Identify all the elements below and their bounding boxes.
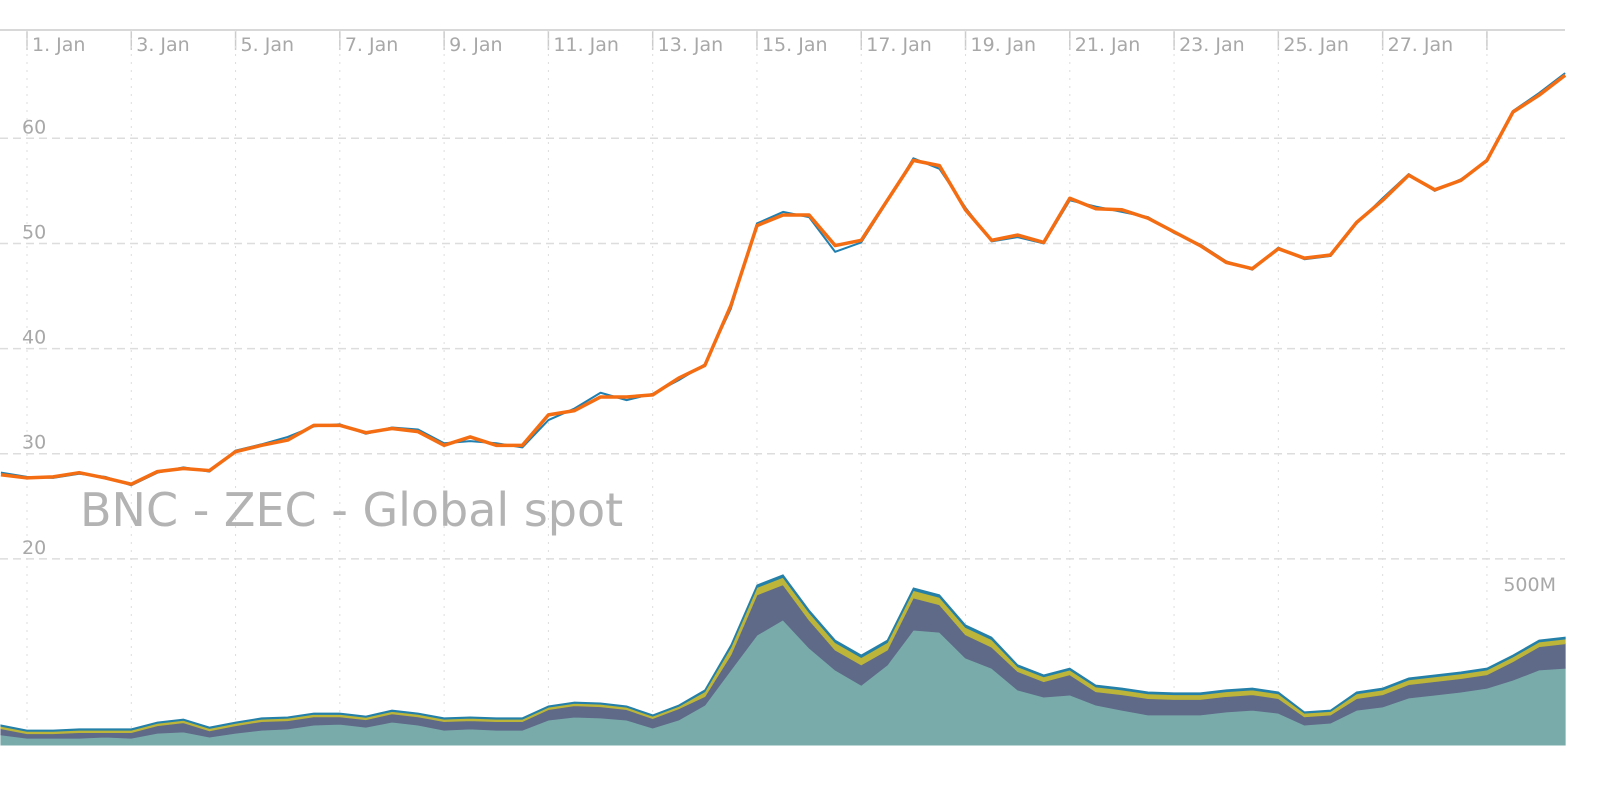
y-tick-label: 40 [22,327,46,349]
x-tick-label: 7. Jan [345,34,398,56]
x-tick-label: 21. Jan [1075,34,1141,56]
grid [0,30,1565,745]
y-tick-label: 60 [22,116,46,138]
volume-areas [0,574,1566,746]
chart-title: BNC - ZEC - Global spot [80,483,623,537]
y-tick-label: 30 [22,432,46,454]
x-tick-label: 5. Jan [241,34,294,56]
x-tick-label: 9. Jan [449,34,502,56]
price-line [0,73,1567,486]
x-tick-label: 11. Jan [553,34,619,56]
x-tick-label: 23. Jan [1179,34,1245,56]
x-tick-label: 17. Jan [866,34,932,56]
x-tick-label: 19. Jan [971,34,1037,56]
y-tick-label: 20 [22,537,46,559]
x-tick-label: 13. Jan [658,34,724,56]
axis-labels: 1. Jan 3. Jan 5. Jan 7. Jan 9. Jan 11. Jan 13.… [22,34,1556,596]
volume-area [0,574,1566,732]
price-lines [0,72,1567,487]
y-tick-label: 50 [22,221,46,243]
x-tick-label: 1. Jan [32,34,85,56]
y2-tick-label: 500M [1503,574,1556,596]
x-tick-label: 3. Jan [136,34,189,56]
x-tick-label: 27. Jan [1388,34,1454,56]
x-tick-label: 25. Jan [1283,34,1349,56]
x-tick-label: 15. Jan [762,34,828,56]
